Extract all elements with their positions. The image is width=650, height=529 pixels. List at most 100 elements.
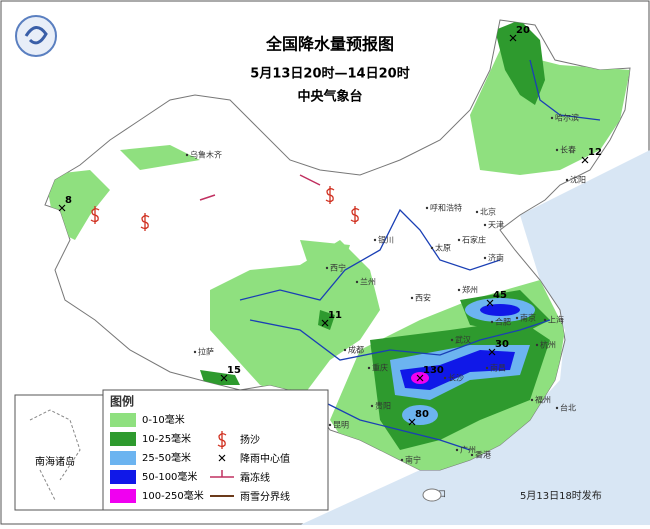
city-label: 太原 <box>435 243 451 253</box>
city-dot <box>483 223 487 227</box>
city-label: 拉萨 <box>198 347 214 357</box>
legend-swatch <box>110 470 136 484</box>
legend-label: 25-50毫米 <box>142 451 191 464</box>
inset-box <box>14 394 104 511</box>
city-dot <box>455 448 459 452</box>
area-light <box>120 145 200 170</box>
city-label: 乌鲁木齐 <box>190 150 222 160</box>
city-dot <box>483 256 487 260</box>
center-value: 30 <box>495 339 509 350</box>
city-label: 福州 <box>535 396 551 405</box>
center-mark <box>58 204 66 212</box>
city-dot <box>565 178 569 182</box>
legend-swatch <box>110 413 136 427</box>
center-value: 8 <box>65 195 72 206</box>
river <box>529 59 601 121</box>
center-mark <box>486 299 494 307</box>
city-dot <box>367 366 371 370</box>
area-mid <box>402 405 438 425</box>
sea <box>300 150 650 525</box>
city-label: 香港 <box>475 450 491 460</box>
city-dot <box>355 280 359 284</box>
city-label: 长春 <box>560 145 576 155</box>
city-dot <box>425 206 429 210</box>
city-dot <box>325 266 329 270</box>
city-label: 沈阳 <box>570 175 586 185</box>
logo <box>15 15 57 57</box>
city-dot <box>185 153 189 157</box>
city-dot <box>373 238 377 242</box>
city-label: 南京 <box>520 313 536 323</box>
city-label: 呼和浩特 <box>430 203 462 213</box>
city-dot <box>555 148 559 152</box>
city-label: 广州 <box>460 445 476 455</box>
inset-boundary <box>29 409 81 501</box>
city-dot <box>543 318 547 322</box>
center-mark <box>416 374 424 382</box>
center-mark <box>321 319 329 327</box>
area-dark <box>200 370 240 385</box>
city-label: 郑州 <box>462 285 478 295</box>
city-dot <box>443 376 447 380</box>
legend-center-symbol <box>218 454 226 462</box>
area-heavy <box>400 350 515 390</box>
sand-symbol <box>350 206 360 224</box>
inset-label: 南海诸岛 <box>35 455 75 468</box>
city-dot <box>475 210 479 214</box>
legend-label: 0-10毫米 <box>142 413 185 426</box>
city-dot <box>410 296 414 300</box>
sand-symbol <box>217 431 227 449</box>
logo-mark <box>24 26 48 45</box>
city-dot <box>343 348 347 352</box>
city-label: 兰州 <box>360 277 376 287</box>
center-value: 80 <box>415 409 429 420</box>
center-mark <box>488 348 496 356</box>
city-label: 南昌 <box>490 363 506 373</box>
city-label: 上海 <box>548 315 564 325</box>
city-label: 昆明 <box>333 421 349 430</box>
frost-line <box>199 174 321 201</box>
legend-label: 50-100毫米 <box>142 470 197 483</box>
city-label: 贵阳 <box>375 401 391 411</box>
center-mark <box>408 418 416 426</box>
city-dot <box>515 316 519 320</box>
center-value: 45 <box>493 290 507 301</box>
center-mark <box>509 34 517 42</box>
city-dot <box>400 458 404 462</box>
center-value: 11 <box>328 310 342 321</box>
city-label: 哈尔滨 <box>555 113 579 123</box>
center-mark <box>220 374 228 382</box>
sand-symbol <box>90 206 100 224</box>
city-label: 石家庄 <box>462 235 486 245</box>
city-label: 武汉 <box>455 335 471 345</box>
legend-swatch <box>110 432 136 446</box>
legend-frost-line <box>210 470 234 478</box>
city-label: 西安 <box>415 293 431 303</box>
city-dot <box>457 288 461 292</box>
legend-symbol-label: 霜冻线 <box>240 471 270 484</box>
city-dot <box>550 116 554 120</box>
city-dot <box>555 406 559 410</box>
center-mark <box>581 156 589 164</box>
area-light <box>470 50 630 175</box>
center-value: 130 <box>423 365 444 376</box>
legend-box <box>102 389 329 511</box>
city-label: 银川 <box>378 235 394 245</box>
city-label: 南宁 <box>405 455 421 465</box>
legend-symbol-label: 扬沙 <box>240 433 260 446</box>
title: 全国降水量预报图 <box>265 35 394 54</box>
city-dot <box>430 246 434 250</box>
city-dot <box>535 343 539 347</box>
legend-swatch <box>110 451 136 465</box>
sand-symbol <box>140 213 150 231</box>
legend-symbol-label: 雨雪分界线 <box>240 490 290 503</box>
area-heavy <box>480 304 520 316</box>
center-value: 15 <box>227 365 241 376</box>
city-dot <box>328 423 332 427</box>
footer: 5月13日18时发布 <box>520 489 602 502</box>
period: 5月13日20时—14日20时 <box>250 66 409 82</box>
island <box>422 488 442 502</box>
legend-title: 图例 <box>110 394 134 409</box>
city-label: 济南 <box>488 253 504 263</box>
